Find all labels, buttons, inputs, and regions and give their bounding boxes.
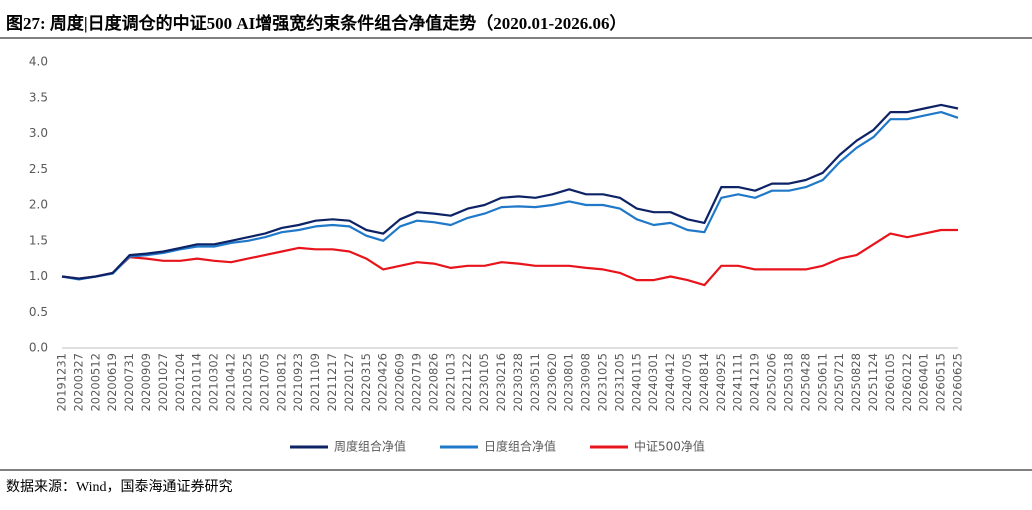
x-tick-label: 20250721 [832,353,846,412]
x-tick-label: 20230620 [545,353,559,412]
x-tick-label: 20240412 [663,353,677,412]
x-tick-label: 20230328 [511,353,525,412]
x-tick-label: 20230105 [477,353,491,412]
x-tick-label: 20210412 [224,353,238,412]
x-tick-label: 20210114 [190,353,204,412]
series-line [61,103,959,280]
x-tick-label: 20260515 [934,353,948,412]
x-tick-label: 20240814 [697,353,711,412]
x-tick-label: 20211109 [308,353,322,412]
x-tick-label: 20230216 [494,353,508,412]
x-tick-label: 20200619 [105,353,119,412]
x-tick-label: 20210705 [257,353,271,412]
x-tick-label: 20230801 [562,353,576,412]
series-line [61,111,959,281]
source: 数据来源：Wind，国泰海通证券研究 [6,479,233,495]
y-tick-label: 2.0 [29,198,48,212]
x-tick-label: 20211217 [325,353,339,412]
x-tick-label: 20250206 [765,353,779,412]
x-tick-label: 20200909 [139,353,153,412]
x-tick-label: 20220127 [342,353,356,412]
x-tick-label: 20221013 [443,353,457,412]
x-tick-label: 20231025 [595,353,609,412]
x-tick-label: 20220826 [426,353,440,412]
x-tick-label: 20220609 [393,353,407,412]
x-tick-label: 20250611 [815,353,829,412]
y-tick-label: 0.5 [29,305,48,319]
y-tick-label: 0.0 [29,341,48,355]
y-tick-label: 2.5 [29,162,48,176]
legend-label: 周度组合净值 [334,439,406,454]
x-tick-label: 20200731 [122,353,136,412]
y-tick-label: 3.5 [29,90,48,104]
y-tick-label: 1.5 [29,233,48,247]
x-tick-label: 20251124 [866,353,880,412]
legend-label: 日度组合净值 [484,439,556,454]
x-tick-label: 20241111 [731,353,745,412]
x-tick-label: 20231205 [612,353,626,412]
x-tick-label: 20250828 [849,353,863,412]
x-tick-label: 20220426 [376,353,390,412]
y-tick-label: 1.0 [29,269,48,283]
x-tick-label: 20191231 [55,353,69,412]
x-tick-label: 20260401 [917,353,931,412]
x-tick-label: 20260105 [883,353,897,412]
x-tick-label: 20220719 [410,353,424,412]
x-tick-label: 20220315 [359,353,373,412]
series-line [61,228,958,287]
x-tick-label: 20260212 [900,353,914,412]
x-tick-label: 20240705 [680,353,694,412]
x-tick-label: 20241219 [748,353,762,412]
chart-title: 图27: 周度|日度调仓的中证500 AI增强宽约束条件组合净值走势（2020.… [6,13,626,33]
x-tick-label: 20260625 [951,353,965,412]
x-tick-label: 20230908 [579,353,593,412]
x-tick-label: 20201204 [173,353,187,412]
x-tick-label: 20240115 [629,353,643,412]
legend-label: 中证500净值 [634,439,705,454]
x-tick-label: 20200512 [88,353,102,412]
x-tick-label: 20250318 [781,353,795,412]
x-tick-label: 20200327 [71,353,85,412]
x-tick-label: 20240301 [646,353,660,412]
x-tick-label: 20210302 [207,353,221,412]
x-tick-label: 20210812 [274,353,288,412]
x-tick-label: 20210525 [240,353,254,412]
y-tick-label: 4.0 [29,55,48,69]
x-tick-label: 20240925 [714,353,728,412]
x-tick-label: 20230511 [528,353,542,412]
x-tick-label: 20201027 [156,353,170,412]
x-tick-label: 20250428 [798,353,812,412]
y-tick-label: 3.0 [29,126,48,140]
x-tick-label: 20221122 [460,353,474,412]
x-tick-label: 20210923 [291,353,305,412]
